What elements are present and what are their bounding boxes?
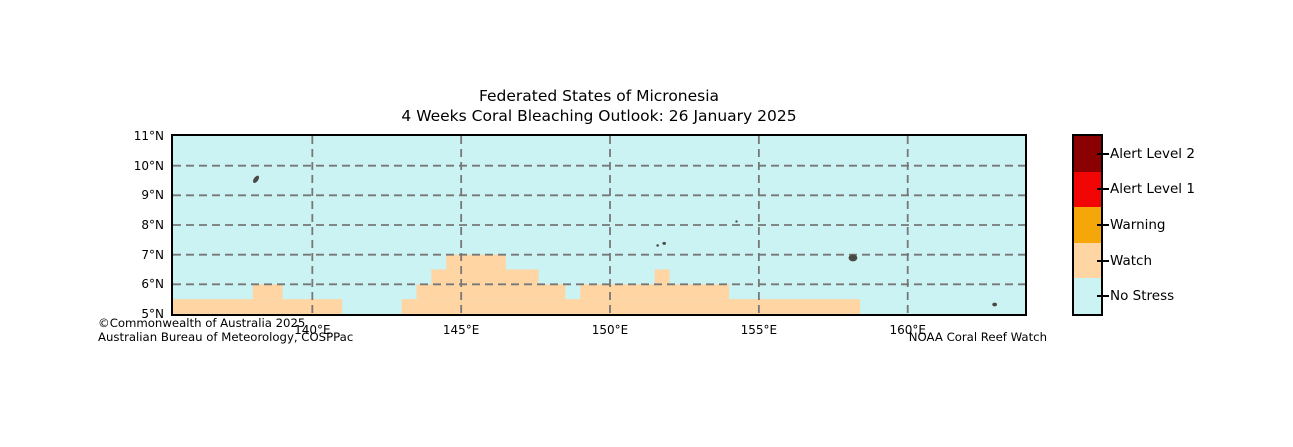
legend-label: No Stress [1110,288,1175,305]
copyright-text: ©Commonwealth of Australia 2025 [98,316,306,330]
lon-tick-label: 150°E [591,323,629,337]
watch-cell [401,299,861,314]
noaa-credit-text: NOAA Coral Reef Watch [908,330,1047,344]
island-atoll-8n [735,220,738,223]
agency-credit-text: Australian Bureau of Meteorology, COSPPa… [98,330,354,344]
legend-swatch-alert-level-1 [1074,171,1101,208]
lat-tick-label: 6°N [141,277,164,292]
legend-tick [1097,295,1109,298]
watch-cell [654,269,670,285]
lat-tick-label: 8°N [141,218,164,232]
legend-tick [1097,224,1109,226]
lat-tick-label: 10°N [133,158,164,173]
lat-tick-label: 11°N [133,129,164,143]
map-plot-area [171,134,1027,316]
legend-label: Alert Level 1 [1110,181,1195,198]
legend-tick [1097,188,1109,191]
lat-tick-label: 7°N [141,247,164,262]
legend-label: Alert Level 2 [1110,145,1195,162]
legend-swatch-alert-level-2 [1074,136,1101,172]
legend-tick [1097,152,1109,155]
lat-tick-label: 9°N [141,188,164,203]
island-chuuk-west [656,244,659,247]
lat-tick-label: 5°N [141,307,164,321]
island-yap [253,175,260,183]
watch-cell [173,299,343,314]
legend-tick [1097,259,1109,262]
legend-label: Watch [1110,252,1153,269]
watch-cell [431,269,539,285]
outlook-map [173,136,1025,314]
lon-tick-label: 160°E [889,323,926,337]
island-chuuk-east [662,241,666,245]
chart-title-block: Federated States of Micronesia 4 Weeks C… [171,86,1027,126]
chart-subtitle: 4 Weeks Coral Bleaching Outlook: 26 Janu… [401,107,797,125]
lon-tick-label: 155°E [740,323,778,337]
legend-label: Warning [1110,217,1166,233]
lon-tick-label: 140°E [294,323,331,337]
island-pohnpei [848,254,858,262]
legend-swatch-watch [1074,242,1101,279]
legend-swatch-warning [1074,207,1101,243]
lon-tick-label: 145°E [442,323,480,337]
legend-swatch-no-stress [1074,278,1101,314]
watch-cell [580,284,730,300]
watch-cell [446,254,506,270]
watch-cell [252,284,283,300]
island-kosrae [992,302,998,307]
watch-cell [416,284,566,300]
chart-title: Federated States of Micronesia [478,87,720,105]
